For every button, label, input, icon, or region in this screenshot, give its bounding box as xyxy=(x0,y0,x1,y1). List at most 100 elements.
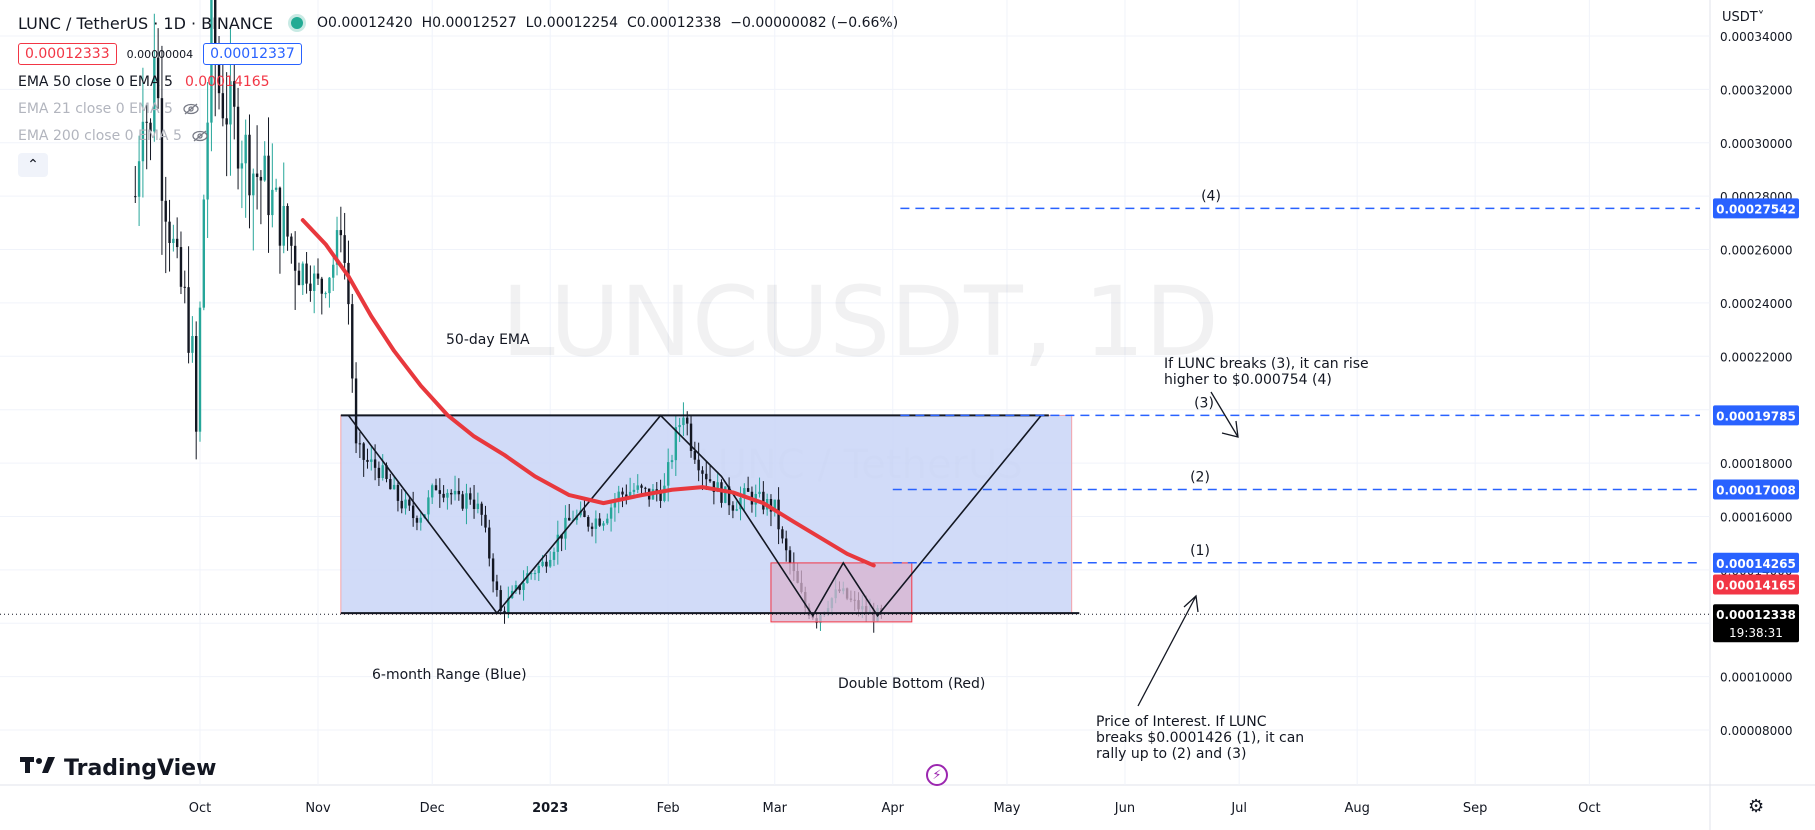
candle-body xyxy=(628,491,632,498)
x-tick-label: Oct xyxy=(189,801,211,816)
annotation-ema: 50-day EMA xyxy=(446,332,530,348)
annotation-double-bottom: Double Bottom (Red) xyxy=(838,676,985,692)
x-tick-label: Mar xyxy=(763,801,788,816)
candle-body xyxy=(168,221,171,244)
candle-body xyxy=(404,499,407,509)
candle-body xyxy=(514,585,518,591)
candle-body xyxy=(396,484,400,501)
candle-body xyxy=(328,277,331,294)
indicator-label: EMA 50 close 0 EMA 5 xyxy=(18,73,173,90)
collapse-legend-button[interactable]: ⌃ xyxy=(18,153,48,177)
candle-body xyxy=(697,459,700,471)
ema-price-badge-bg xyxy=(1713,574,1799,595)
candle-body xyxy=(134,196,137,198)
candle-body xyxy=(644,487,647,489)
candle-body xyxy=(636,485,639,490)
candle-body xyxy=(442,493,445,498)
candle-body xyxy=(537,566,540,574)
x-tick-label: Feb xyxy=(657,801,680,816)
currency-selector[interactable]: USDT˅ xyxy=(1722,10,1764,25)
candle-body xyxy=(137,161,141,197)
candle-body xyxy=(434,485,438,491)
candle-body xyxy=(293,245,297,271)
candle-body xyxy=(324,293,327,295)
candle-body xyxy=(674,427,678,461)
candle-body xyxy=(545,561,548,567)
eye-hidden-icon[interactable] xyxy=(183,103,199,115)
symbol-title[interactable]: LUNC / TetherUS · 1D · BINANCE xyxy=(18,13,274,33)
currency-label: USDT xyxy=(1722,10,1758,25)
gear-icon[interactable]: ⚙ xyxy=(1748,796,1765,817)
candle-body xyxy=(522,583,525,590)
candle-body xyxy=(640,485,643,488)
candle-body xyxy=(670,460,674,463)
y-tick-label: 0.00030000 xyxy=(1720,137,1793,151)
chevron-up-icon: ⌃ xyxy=(27,157,39,173)
candle-body xyxy=(408,499,411,506)
indicator-label: EMA 21 close 0 EMA 5 xyxy=(18,100,173,117)
candle-body xyxy=(274,187,278,190)
candle-body xyxy=(362,443,365,460)
candle-body xyxy=(259,176,263,181)
candle-body xyxy=(716,482,719,492)
y-tick-label: 0.00034000 xyxy=(1720,30,1793,44)
candle-body xyxy=(666,462,670,486)
annotation-breakout: If LUNC breaks (3), it can rise xyxy=(1164,356,1369,372)
ohlc-high: H0.00012527 xyxy=(421,15,517,31)
candle-body xyxy=(419,517,422,523)
candle-body xyxy=(564,517,567,539)
candle-body xyxy=(663,485,666,501)
candle-body xyxy=(632,489,636,492)
candle-body xyxy=(179,247,183,287)
candle-body xyxy=(172,238,175,244)
current-price-badge-bg xyxy=(1713,604,1799,643)
candle-body xyxy=(587,517,590,527)
candle-body xyxy=(301,263,304,286)
candle-body xyxy=(206,122,209,200)
candle-body xyxy=(720,482,723,503)
chart-legend: LUNC / TetherUS · 1D · BINANCE O0.000124… xyxy=(18,12,898,177)
candle-body xyxy=(194,336,198,432)
candle-body xyxy=(598,518,601,526)
candle-body xyxy=(735,509,738,511)
candle-body xyxy=(682,417,685,426)
lightning-icon[interactable]: ⚡ xyxy=(926,764,948,786)
candle-body xyxy=(175,238,179,248)
candle-body xyxy=(533,573,537,575)
ema-50-line xyxy=(300,218,876,568)
ohlc-change: −0.00000082 (−0.66%) xyxy=(730,15,899,31)
arrow-to-level-3 xyxy=(1210,391,1239,438)
y-tick-label: 0.00032000 xyxy=(1720,83,1793,97)
indicator-ema50[interactable]: EMA 50 close 0 EMA 5 0.00014165 xyxy=(18,68,898,95)
candle-body xyxy=(221,93,225,119)
market-open-icon xyxy=(291,17,304,29)
candle-body xyxy=(743,488,746,498)
buy-button[interactable]: 0.00012337 xyxy=(203,43,302,65)
candle-body xyxy=(217,63,221,94)
candle-body xyxy=(453,490,457,495)
sell-button[interactable]: 0.00012333 xyxy=(18,43,117,65)
indicator-ema200[interactable]: EMA 200 close 0 EMA 5 xyxy=(18,122,898,149)
tradingview-logo[interactable]: TradingView xyxy=(20,755,216,781)
indicator-ema21[interactable]: EMA 21 close 0 EMA 5 xyxy=(18,95,898,122)
candle-body xyxy=(712,481,716,492)
x-tick-label: Jun xyxy=(1114,801,1135,816)
candle-body xyxy=(746,488,750,492)
candle-body xyxy=(236,106,240,169)
candle-body xyxy=(678,425,681,428)
current-price-badge: 0.00012338 xyxy=(1716,608,1796,622)
y-tick-label: 0.00016000 xyxy=(1720,510,1793,524)
candle-body xyxy=(389,478,392,490)
candle-body xyxy=(480,503,483,515)
candle-body xyxy=(762,491,765,510)
candle-body xyxy=(446,492,449,498)
candle-body xyxy=(263,155,266,181)
level-price-badge: 0.00014265 xyxy=(1716,557,1796,571)
candle-body xyxy=(400,500,403,509)
candle-body xyxy=(705,473,708,480)
double-bottom-box xyxy=(770,562,913,623)
candle-body xyxy=(450,492,453,495)
eye-hidden-icon[interactable] xyxy=(192,130,208,142)
